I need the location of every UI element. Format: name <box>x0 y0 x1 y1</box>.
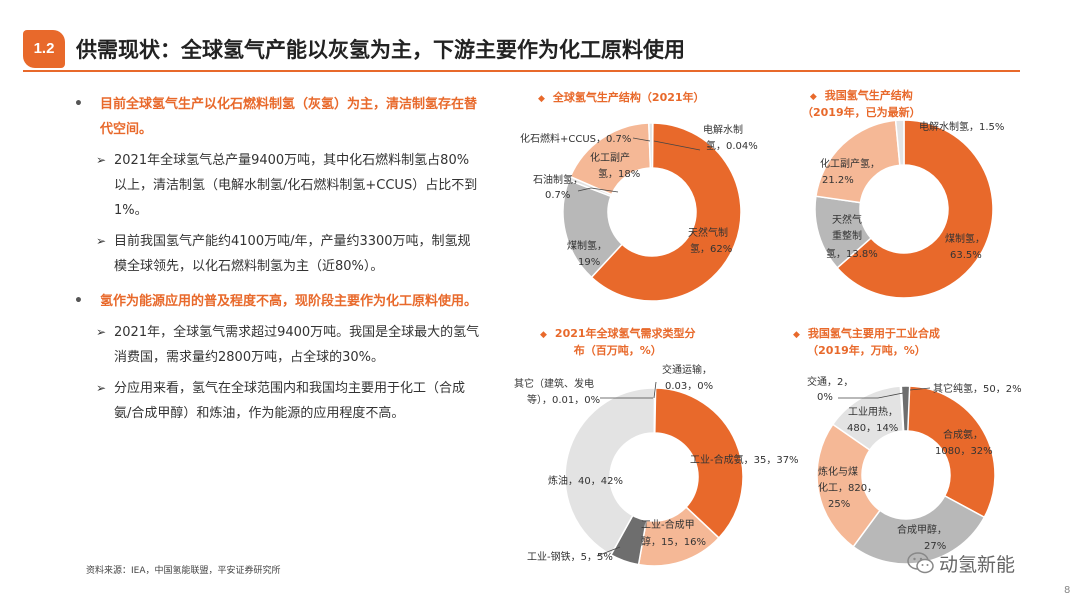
chart-4-slice-6 <box>900 385 911 432</box>
diamond-icon: ◆ <box>538 94 545 104</box>
bullet-sub-text: 目前我国氢气产能约4100万吨/年，产量约3300万吨，制氢规模全球领先，以化石… <box>114 234 471 274</box>
c2-label-ng-pct: 氢，13.8% <box>826 247 878 260</box>
c4-label-refine-pct: 25% <box>828 499 850 510</box>
title-divider <box>23 70 1020 72</box>
c2-label-elec: 电解水制氢，1.5% <box>919 120 1004 133</box>
c2-label-ng-2: 重整制 <box>832 229 862 242</box>
c1-label-ng-pct: 氢，62% <box>690 242 732 255</box>
c4-label-heat-val: 480，14% <box>847 423 898 434</box>
chart-1-slice-2 <box>590 122 742 302</box>
c2-label-coal-pct: 63.5% <box>950 250 982 261</box>
arrow-bullet-icon: ➢ <box>96 153 107 167</box>
bullet-main-2: • 氢作为能源应用的普及程度不高，现阶段主要作为化工原料使用。 <box>70 289 480 314</box>
c4-label-nh3: 合成氨， <box>943 428 983 441</box>
watermark-text: 动氢新能 <box>939 554 1016 576</box>
diamond-icon: ◆ <box>793 330 800 340</box>
bullet-main-text: 目前全球氢气生产以化石燃料制氢（灰氢）为主，清洁制氢存在替代空间。 <box>100 97 478 137</box>
c4-label-nh3-val: 1080，32% <box>935 446 993 457</box>
chart-2-slice-1 <box>836 119 994 299</box>
bullet-sub-1-1: ➢ 2021年全球氢气总产量9400万吨，其中化石燃料制氢占80%以上，清洁制氢… <box>70 148 480 223</box>
c3-label-other: 其它（建筑、发电 <box>514 377 594 390</box>
bullet-sub-1-2: ➢ 目前我国氢气产能约4100万吨/年，产量约3300万吨，制氢规模全球领先，以… <box>70 229 480 279</box>
bullet-dot-icon: • <box>74 293 83 309</box>
chart-1-slice-6 <box>648 122 654 169</box>
c3-label-refine: 炼油，40，42% <box>548 474 623 487</box>
chart-4-slice-2 <box>852 494 986 565</box>
c4-label-heat: 工业用热， <box>848 405 898 418</box>
bullet-sub-2-2: ➢ 分应用来看，氢气在全球范围内和我国均主要用于化工（合成氨/合成甲醇）和炼油，… <box>70 376 480 426</box>
chart-2-slice-3 <box>815 119 901 204</box>
c4-label-refine-val: 化工，820， <box>818 481 877 494</box>
arrow-bullet-icon: ➢ <box>96 325 107 339</box>
c1-label-coal: 煤制氢， <box>567 239 607 252</box>
chart-3-slice-2 <box>653 387 744 539</box>
c1-label-byprod: 化工副产 <box>590 151 630 164</box>
section-number-badge: 1.2 <box>23 30 65 68</box>
chart-3-slice-5 <box>564 387 656 556</box>
chart-4-slice-1 <box>906 385 996 519</box>
c4-label-transport: 交通，2， <box>807 375 853 388</box>
c2-label-coal: 煤制氢， <box>945 232 985 245</box>
bullet-list: • 目前全球氢气生产以化石燃料制氢（灰氢）为主，清洁制氢存在替代空间。 ➢ 20… <box>70 92 480 426</box>
chart-4-slice-3 <box>816 423 881 548</box>
c3-label-nh3: 工业-合成氨，35，37% <box>690 453 799 466</box>
bullet-sub-2-1: ➢ 2021年，全球氢气需求超过9400万吨。我国是全球最大的氢气消费国，需求量… <box>70 320 480 370</box>
c4-label-transport-pct: 0% <box>817 392 833 403</box>
c4-label-other: 其它纯氢，50，2% <box>933 382 1022 395</box>
bullet-sub-text: 2021年全球氢气总产量9400万吨，其中化石燃料制氢占80%以上，清洁制氢（电… <box>114 153 478 218</box>
page-number: 8 <box>1064 585 1071 596</box>
c3-label-meoh: 工业-合成甲 <box>641 518 695 531</box>
slide-header: 1.2 供需现状：全球氢气产能以灰氢为主，下游主要作为化工原料使用 <box>0 0 1080 72</box>
bullet-dot-icon: • <box>74 96 83 112</box>
c3-label-other-val: 等），0.01，0% <box>527 393 600 406</box>
c1-label-elec-pct: 氢，0.04% <box>706 139 758 152</box>
page-title: 供需现状：全球氢气产能以灰氢为主，下游主要作为化工原料使用 <box>76 38 685 62</box>
wechat-icon <box>907 552 934 574</box>
arrow-bullet-icon: ➢ <box>96 234 107 248</box>
source-note: 资料来源：IEA，中国氢能联盟，平安证券研究所 <box>86 566 281 576</box>
c1-label-coal-pct: 19% <box>578 257 600 268</box>
chart-4-title: ◆ 我国氢气主要用于工业合成 （2019年，万吨，%） <box>793 327 940 357</box>
chart-1-title: ◆ 全球氢气生产结构（2021年） <box>538 91 705 104</box>
c4-label-refine: 炼化与煤 <box>818 465 858 478</box>
c1-label-byprod-pct: 氢，18% <box>598 167 640 180</box>
diamond-icon: ◆ <box>540 330 547 340</box>
diamond-icon: ◆ <box>809 92 817 102</box>
c3-label-transport-val: 0.03，0% <box>665 381 713 392</box>
c2-label-ng-1: 天然气 <box>832 213 862 226</box>
c2-label-byprod-pct: 21.2% <box>822 175 854 186</box>
c1-label-ccus: 化石燃料+CCUS，0.7% <box>520 132 631 145</box>
c1-label-oil-pct: 0.7% <box>545 190 570 201</box>
bullet-main-1: • 目前全球氢气生产以化石燃料制氢（灰氢）为主，清洁制氢存在替代空间。 <box>70 92 480 142</box>
c4-label-meoh: 合成甲醇， <box>897 523 947 536</box>
c1-label-elec: 电解水制 <box>703 123 743 136</box>
chart-2-title: ◆ 我国氢气生产结构 （2019年，已为最新） <box>802 89 921 119</box>
c1-label-ng: 天然气制 <box>688 226 728 239</box>
watermark: 动氢新能 <box>905 548 1017 578</box>
chart-3-title: ◆ 2021年全球氢气需求类型分 布（百万吨，%） <box>540 327 696 357</box>
bullet-main-text: 氢作为能源应用的普及程度不高，现阶段主要作为化工原料使用。 <box>100 294 478 309</box>
arrow-bullet-icon: ➢ <box>96 381 107 395</box>
c3-label-steel: 工业-钢铁，5，5% <box>527 550 613 563</box>
c3-label-transport: 交通运输， <box>662 363 712 376</box>
chart-2-slice-4 <box>894 119 905 167</box>
c2-label-byprod: 化工副产氢， <box>820 157 880 170</box>
bullet-sub-text: 2021年，全球氢气需求超过9400万吨。我国是全球最大的氢气消费国，需求量约2… <box>114 325 480 365</box>
c3-label-meoh-val: 醇，15，16% <box>641 535 706 548</box>
c1-label-oil: 石油制氢， <box>533 173 583 186</box>
bullet-sub-text: 分应用来看，氢气在全球范围内和我国均主要用于化工（合成氨/合成甲醇）和炼油，作为… <box>114 381 466 421</box>
c4-label-meoh-pct: 27% <box>924 541 946 552</box>
